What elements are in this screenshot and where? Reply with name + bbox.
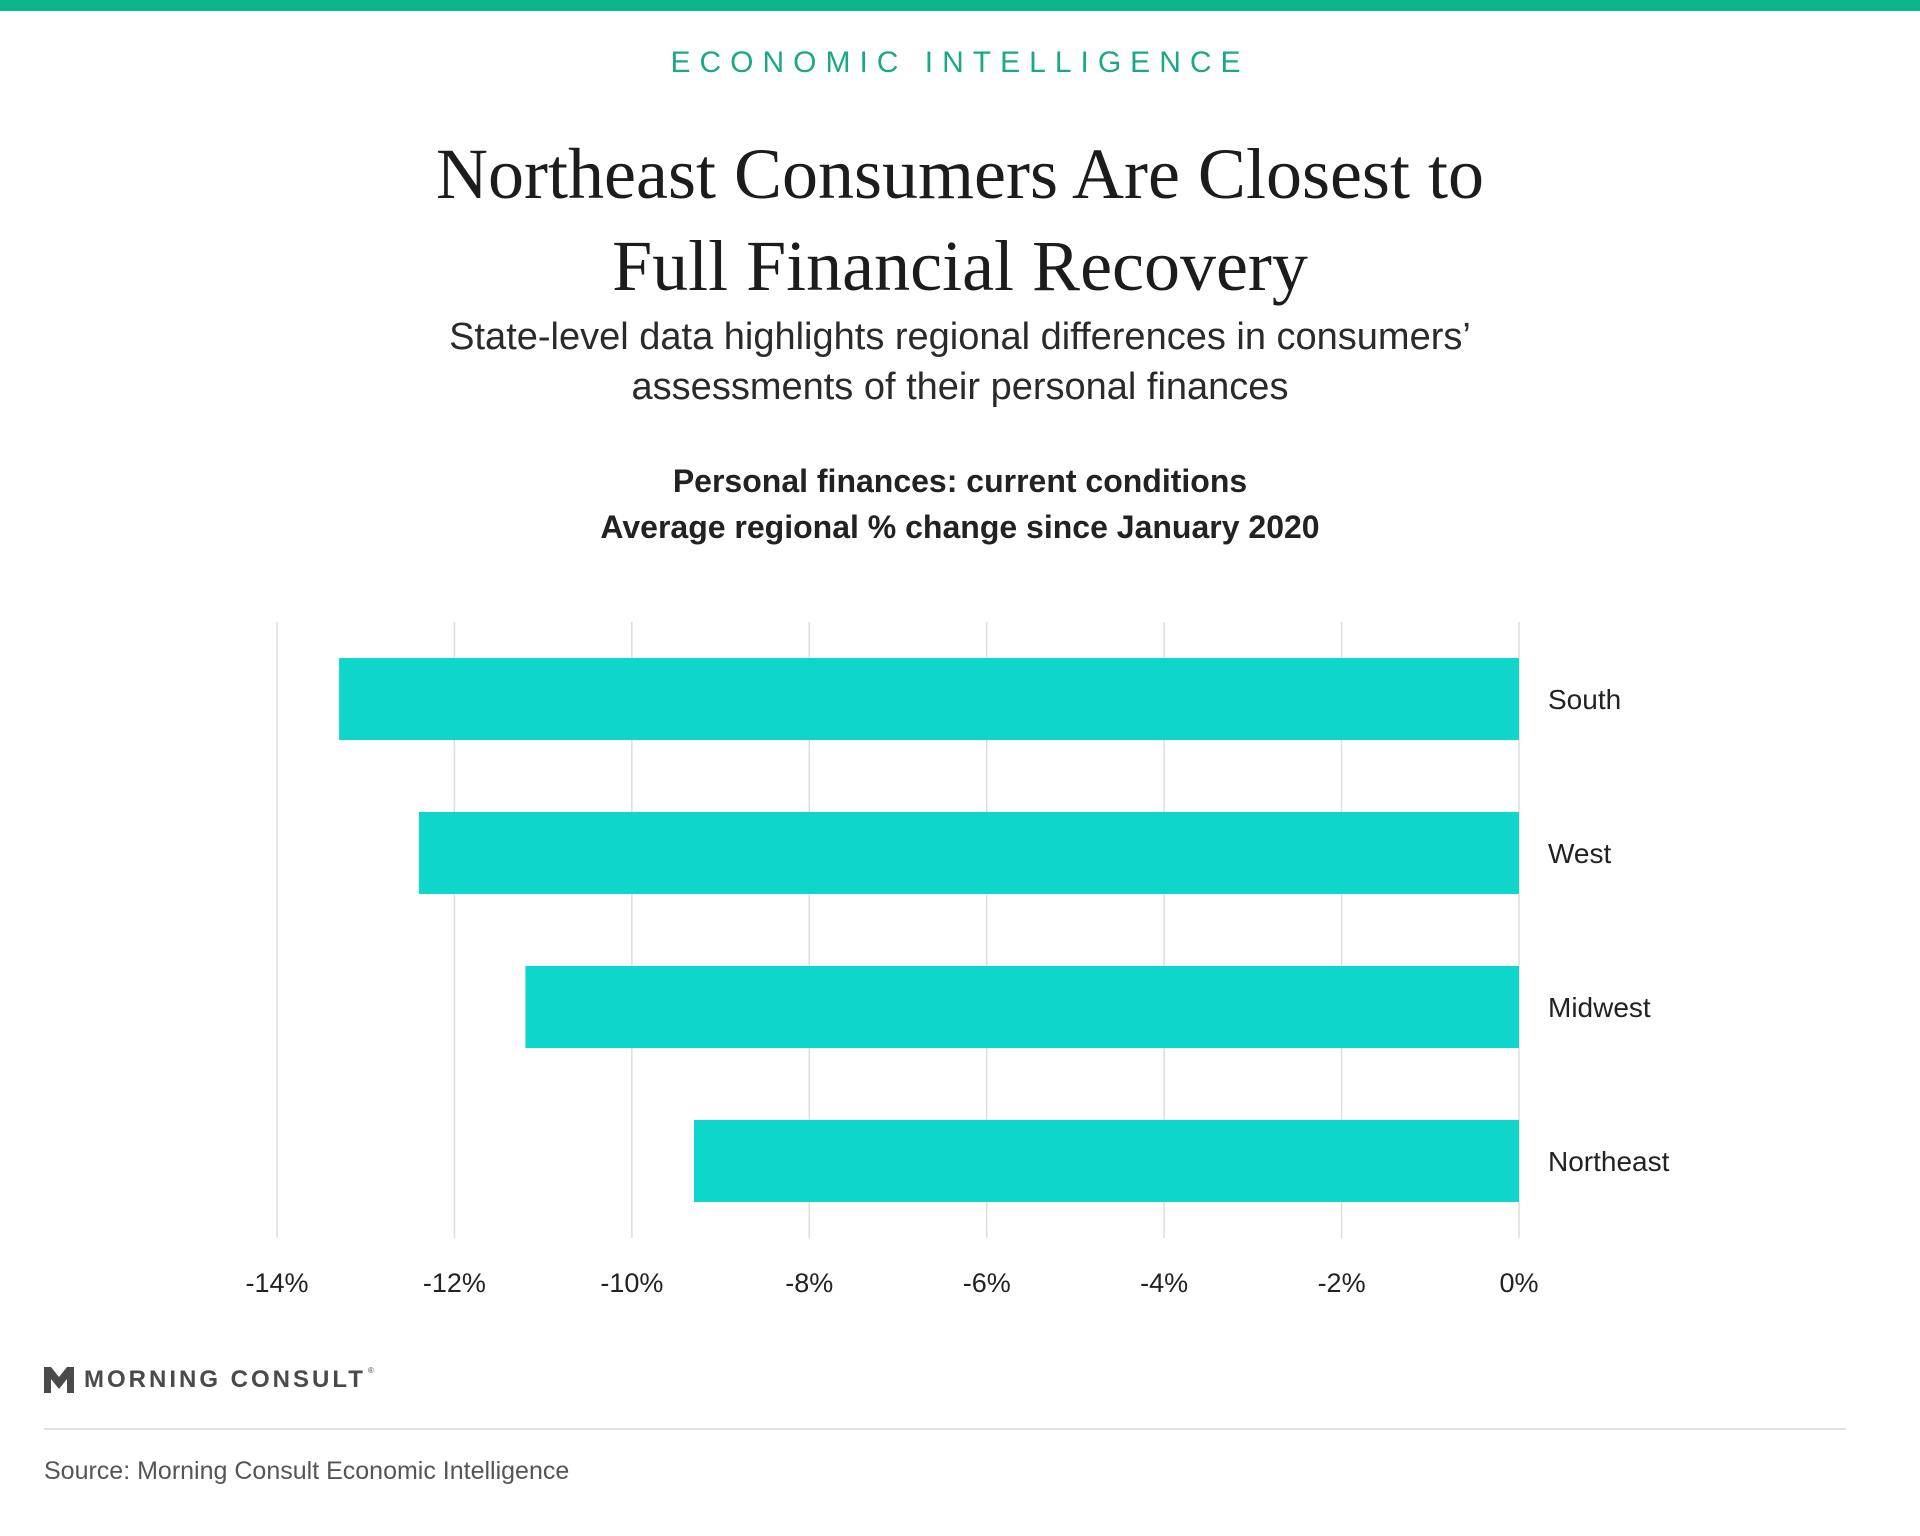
- category-label-south: South: [1548, 684, 1621, 715]
- x-axis-ticks: -14% -12% -10% -8% -6% -4% -2% 0%: [245, 1268, 1538, 1298]
- x-tick-label: -2%: [1318, 1268, 1366, 1298]
- chart-title-line-1: Personal finances: current conditions: [672, 463, 1248, 499]
- chart-title: Personal finances: current conditions Av…: [0, 458, 1920, 550]
- logo-trademark: ®: [367, 1366, 374, 1375]
- top-accent-bar: [0, 0, 1920, 11]
- bar-northeast: [693, 1120, 1519, 1202]
- category-label-west: West: [1548, 838, 1611, 869]
- page-subtitle: State-level data highlights regional dif…: [0, 312, 1920, 412]
- title-line-1: Northeast Consumers Are Closest to: [436, 134, 1484, 214]
- source-note: Source: Morning Consult Economic Intelli…: [44, 1457, 570, 1485]
- category-labels: South West Midwest Northeast: [1548, 684, 1670, 1177]
- logo-mark-icon: [44, 1367, 74, 1393]
- subtitle-line-1: State-level data highlights regional dif…: [449, 316, 1471, 358]
- subtitle-line-2: assessments of their personal finances: [631, 366, 1289, 408]
- x-tick-label: -14%: [245, 1268, 308, 1298]
- x-tick-label: -8%: [785, 1268, 833, 1298]
- category-label-midwest: Midwest: [1548, 992, 1651, 1023]
- x-tick-label: -6%: [963, 1268, 1011, 1298]
- x-tick-label: -12%: [423, 1268, 486, 1298]
- chart-title-line-2: Average regional % change since January …: [600, 509, 1320, 545]
- page-title: Northeast Consumers Are Closest to Full …: [0, 128, 1920, 312]
- bar-midwest: [525, 966, 1519, 1048]
- bar-west: [418, 812, 1519, 894]
- bar-south: [339, 658, 1520, 740]
- x-tick-label: -10%: [600, 1268, 663, 1298]
- x-tick-label: 0%: [1499, 1268, 1538, 1298]
- morning-consult-logo: MORNING CONSULT ®: [44, 1362, 374, 1398]
- category-label-northeast: Northeast: [1548, 1146, 1670, 1177]
- footer-divider: [44, 1428, 1846, 1430]
- x-tick-label: -4%: [1140, 1268, 1188, 1298]
- kicker-label: ECONOMIC INTELLIGENCE: [670, 46, 1250, 79]
- bars: [339, 658, 1520, 1202]
- logo-text: MORNING CONSULT: [84, 1366, 366, 1393]
- title-line-2: Full Financial Recovery: [612, 226, 1308, 306]
